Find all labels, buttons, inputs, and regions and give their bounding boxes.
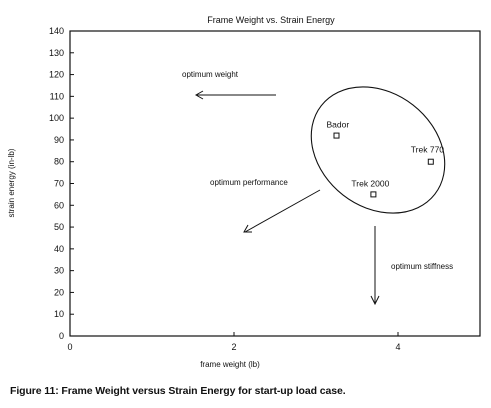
data-point-marker (333, 132, 340, 139)
y-tick-label: 90 (54, 135, 64, 145)
y-tick-label: 120 (49, 70, 64, 80)
cluster-ellipse (310, 86, 446, 214)
x-tick-label: 0 (67, 342, 72, 352)
x-axis-ticks: 0 2 4 (67, 332, 401, 352)
data-point-marker (370, 191, 377, 198)
y-tick-label: 100 (49, 113, 64, 123)
y-tick-label: 20 (54, 287, 64, 297)
arrowhead-optimum-weight (194, 90, 204, 100)
y-tick-label: 140 (49, 26, 64, 36)
chart-title: Frame Weight vs. Strain Energy (207, 15, 335, 25)
x-tick-label: 2 (231, 342, 236, 352)
y-tick-label: 70 (54, 179, 64, 189)
arrow-optimum-performance (244, 189, 321, 233)
x-tick-label: 4 (395, 342, 400, 352)
data-point-label: Bador (327, 120, 350, 130)
data-point-marker (427, 158, 434, 165)
y-axis-label: strain energy (in-lb) (7, 148, 16, 217)
figure-caption: Figure 11: Frame Weight versus Strain En… (10, 385, 346, 397)
y-tick-label: 60 (54, 200, 64, 210)
y-tick-label: 10 (54, 309, 64, 319)
arrowhead-optimum-performance (243, 224, 252, 233)
data-point-label: Trek 770 (411, 145, 445, 155)
arrowhead-optimum-stiffness (370, 295, 380, 306)
y-axis-ticks: 0 10 20 30 40 50 60 70 80 90 100 110 120 130 140 (49, 26, 74, 341)
y-tick-label: 80 (54, 157, 64, 167)
y-tick-label: 0 (59, 331, 64, 341)
y-tick-label: 110 (50, 91, 64, 101)
annotation-optimum-stiffness: optimum stiffness (391, 262, 453, 271)
x-axis-label: frame weight (lb) (200, 360, 260, 369)
y-tick-label: 50 (54, 222, 64, 232)
y-tick-label: 130 (49, 48, 64, 58)
annotation-optimum-weight: optimum weight (182, 70, 239, 79)
chart: Frame Weight vs. Strain Energy 010203040… (7, 15, 481, 369)
annotation-optimum-performance: optimum performance (210, 178, 288, 187)
y-tick-label: 30 (54, 266, 64, 276)
annotations: optimum weight optimum performance optim… (182, 70, 453, 306)
data-point-label: Trek 2000 (351, 178, 389, 188)
data-points: Bador Trek 770 Trek 2000 (327, 120, 445, 198)
y-tick-label: 40 (54, 244, 64, 254)
